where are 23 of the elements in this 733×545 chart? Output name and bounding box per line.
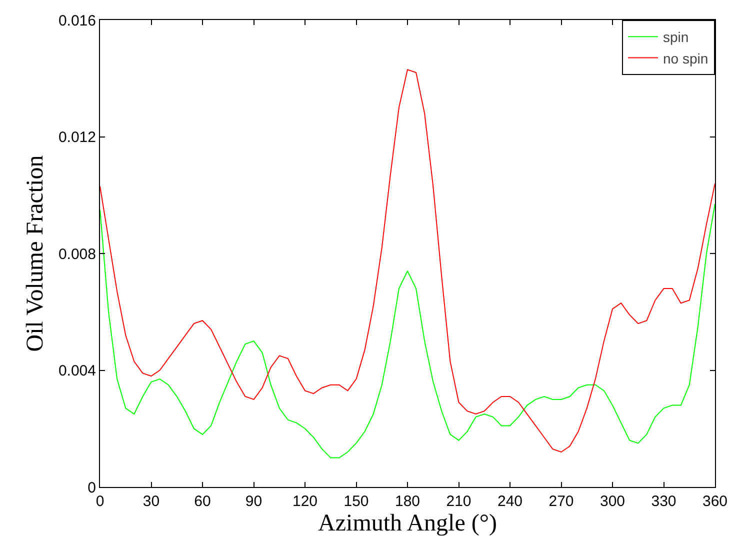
y-tick-label: 0.008 <box>58 246 96 263</box>
line-series <box>100 203 715 458</box>
legend-label: no spin <box>663 50 708 66</box>
y-tick-label: 0.012 <box>58 129 96 146</box>
x-tick-label: 150 <box>344 493 369 510</box>
x-tick-label: 120 <box>292 493 318 510</box>
x-tick-label: 300 <box>600 493 626 510</box>
y-tick-label: 0.016 <box>58 12 96 30</box>
y-axis-title: Oil Volume Fraction <box>22 155 49 352</box>
line-series <box>100 69 715 452</box>
x-tick-label: 60 <box>194 493 211 510</box>
x-axis-title: Azimuth Angle (°) <box>318 510 497 536</box>
x-tick-label: 360 <box>702 493 728 510</box>
x-tick-label: 180 <box>394 493 420 510</box>
x-tick-label: 330 <box>651 493 676 510</box>
x-tick-label: 90 <box>245 493 262 510</box>
x-tick-label: 270 <box>548 493 574 510</box>
y-tick-label: 0 <box>88 479 96 496</box>
legend-label: spin <box>663 29 689 46</box>
x-tick-label: 30 <box>142 493 160 510</box>
y-tick-label: 0.004 <box>58 362 96 380</box>
x-tick-label: 210 <box>446 493 472 510</box>
x-tick-label: 240 <box>497 493 523 510</box>
